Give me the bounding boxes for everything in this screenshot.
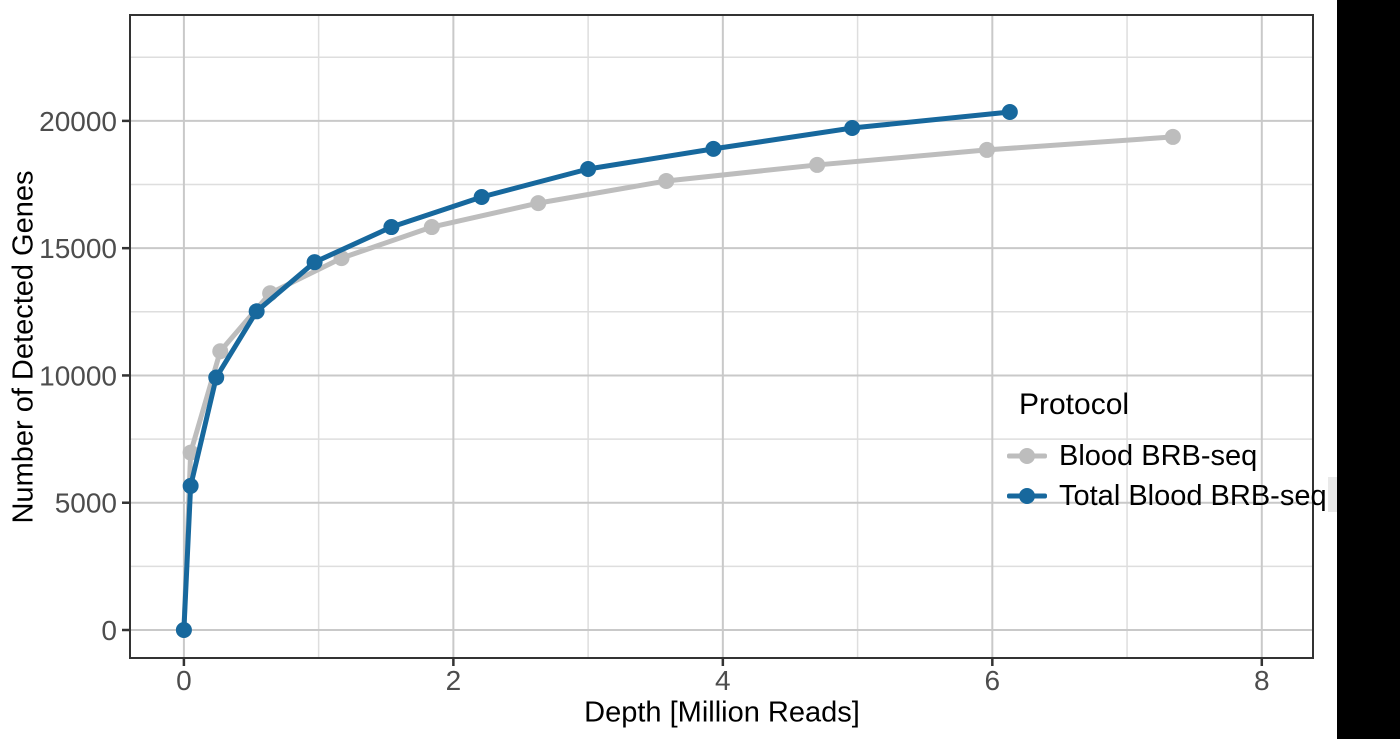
y-tick-label: 0 <box>101 615 117 646</box>
y-tick-label: 15000 <box>39 233 117 264</box>
x-tick-label: 4 <box>715 665 731 696</box>
legend-key-gray <box>1007 446 1047 466</box>
panel-border <box>129 14 1314 659</box>
scrollbar-strip <box>1328 477 1337 512</box>
series-point <box>383 219 400 236</box>
series-point <box>978 141 995 158</box>
series-point <box>580 161 597 178</box>
series-point <box>530 195 547 212</box>
series-point <box>1164 128 1181 145</box>
series-point <box>809 156 826 173</box>
legend-item-total-blood-brb-seq: Total Blood BRB-seq <box>1007 476 1327 516</box>
series-line <box>181 109 1013 633</box>
legend-key-blue <box>1007 486 1047 506</box>
legend-title: Protocol <box>1019 388 1130 421</box>
series-point <box>182 477 199 494</box>
x-axis-title: Depth [Million Reads] <box>584 696 860 729</box>
y-tick-label: 20000 <box>39 106 117 137</box>
y-tick-label: 5000 <box>55 488 117 519</box>
series-point <box>844 120 861 137</box>
series-point <box>212 343 229 360</box>
legend-label: Blood BRB-seq <box>1059 439 1258 472</box>
series-point <box>306 254 323 271</box>
legend-key-dot-icon <box>1019 448 1035 464</box>
x-tick-label: 6 <box>985 665 1001 696</box>
x-tick-label: 2 <box>446 665 462 696</box>
series-point <box>248 303 265 320</box>
series-line <box>181 134 1176 633</box>
series-point <box>175 621 192 638</box>
series-point <box>208 369 225 386</box>
series-point <box>705 140 722 157</box>
series-point <box>182 444 199 461</box>
y-axis-title: Number of Detected Genes <box>7 170 40 524</box>
series-point <box>658 172 675 189</box>
legend-item-blood-brb-seq: Blood BRB-seq <box>1007 436 1327 476</box>
series-point <box>1001 103 1018 120</box>
legend-label: Total Blood BRB-seq <box>1059 479 1327 512</box>
x-tick-label: 8 <box>1254 665 1270 696</box>
x-tick-label: 0 <box>176 665 192 696</box>
right-black-band <box>1337 0 1400 739</box>
legend-key-dot-icon <box>1019 488 1035 504</box>
legend: Protocol Blood BRB-seq Total Blood BRB-s… <box>1007 388 1327 516</box>
series-point <box>423 219 440 236</box>
series-point <box>473 189 490 206</box>
y-tick-label: 10000 <box>39 360 117 391</box>
